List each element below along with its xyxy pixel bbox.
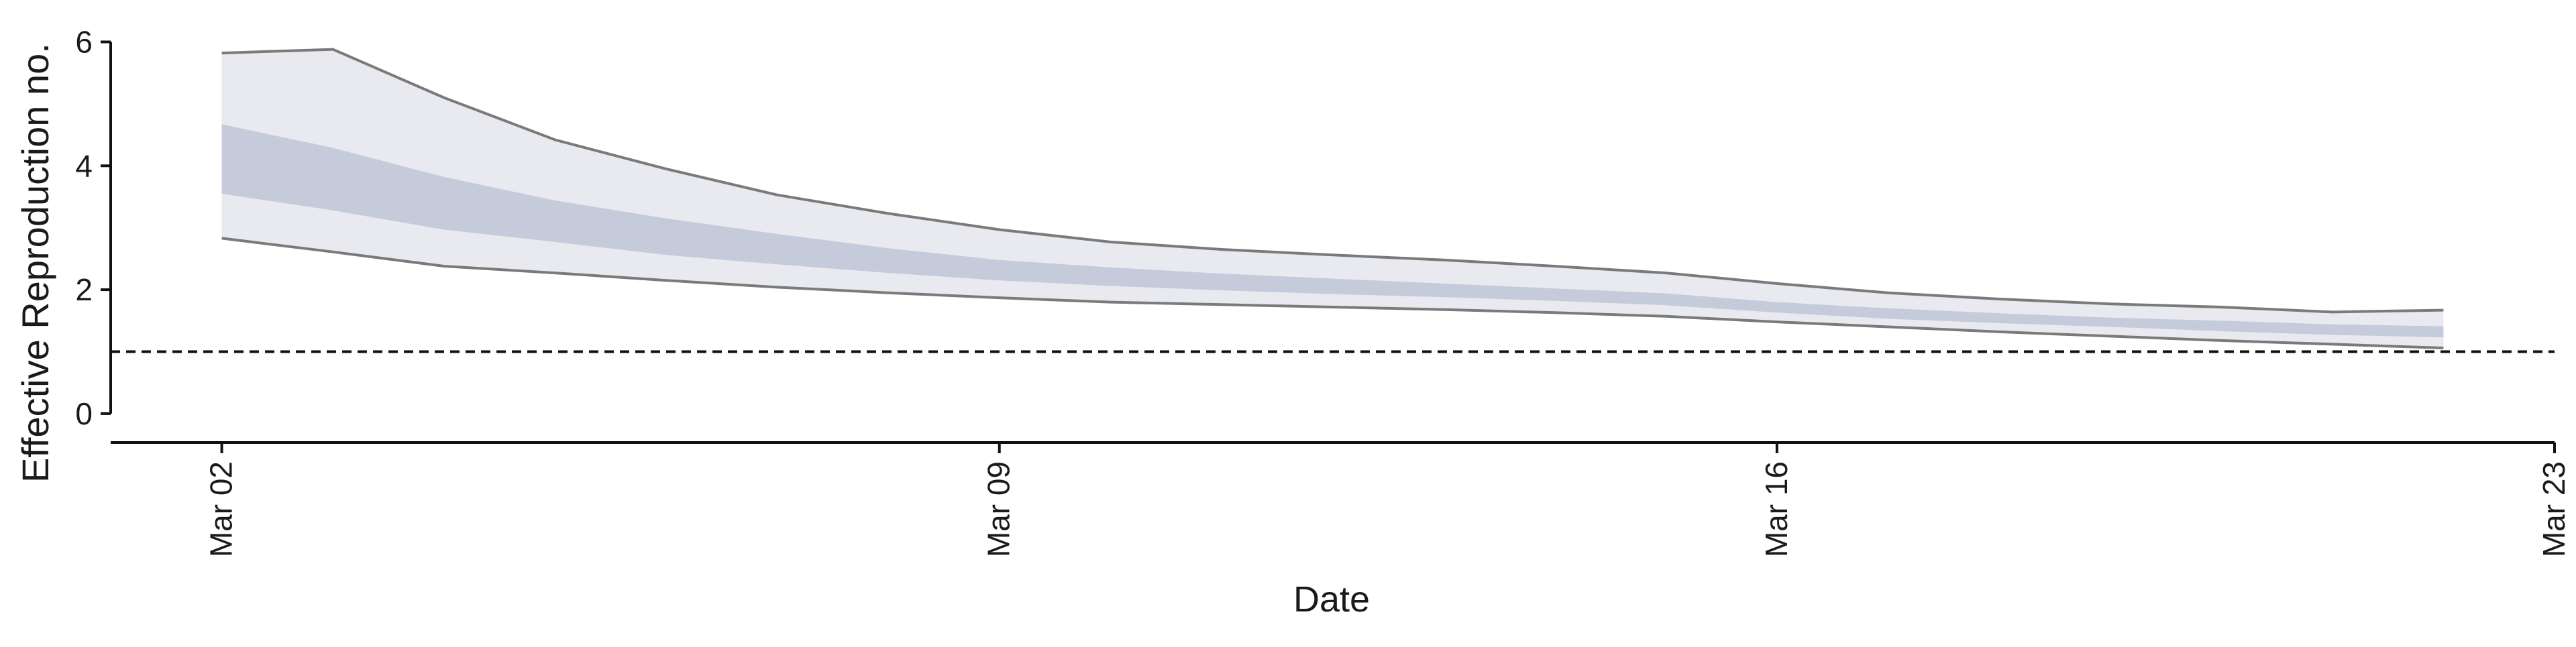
lower-bound-line	[221, 237, 2444, 349]
x-tick-label: Mar 23	[2536, 461, 2571, 557]
y-tick-label: 4	[75, 148, 93, 183]
uncertainty-bands	[221, 49, 2444, 348]
y-ticks: 0 2 4 6	[75, 24, 111, 431]
inner-uncertainty-band	[221, 124, 2444, 338]
x-ticks: Mar 02 Mar 09 Mar 16 Mar 23	[204, 443, 2571, 557]
y-axis-label: Effective Reproduction no.	[14, 43, 56, 483]
x-tick-label: Mar 09	[981, 461, 1016, 557]
upper-bound-line	[221, 48, 2444, 314]
x-tick-label: Mar 02	[204, 461, 239, 557]
x-tick-label: Mar 16	[1759, 461, 1794, 557]
y-tick-label: 6	[75, 24, 93, 59]
outer-uncertainty-band	[221, 49, 2444, 348]
bound-lines	[221, 48, 2444, 349]
x-axis-label: Date	[1293, 579, 1370, 620]
axes	[109, 42, 2555, 444]
y-tick-label: 2	[75, 272, 93, 307]
y-tick-label: 0	[75, 396, 93, 431]
